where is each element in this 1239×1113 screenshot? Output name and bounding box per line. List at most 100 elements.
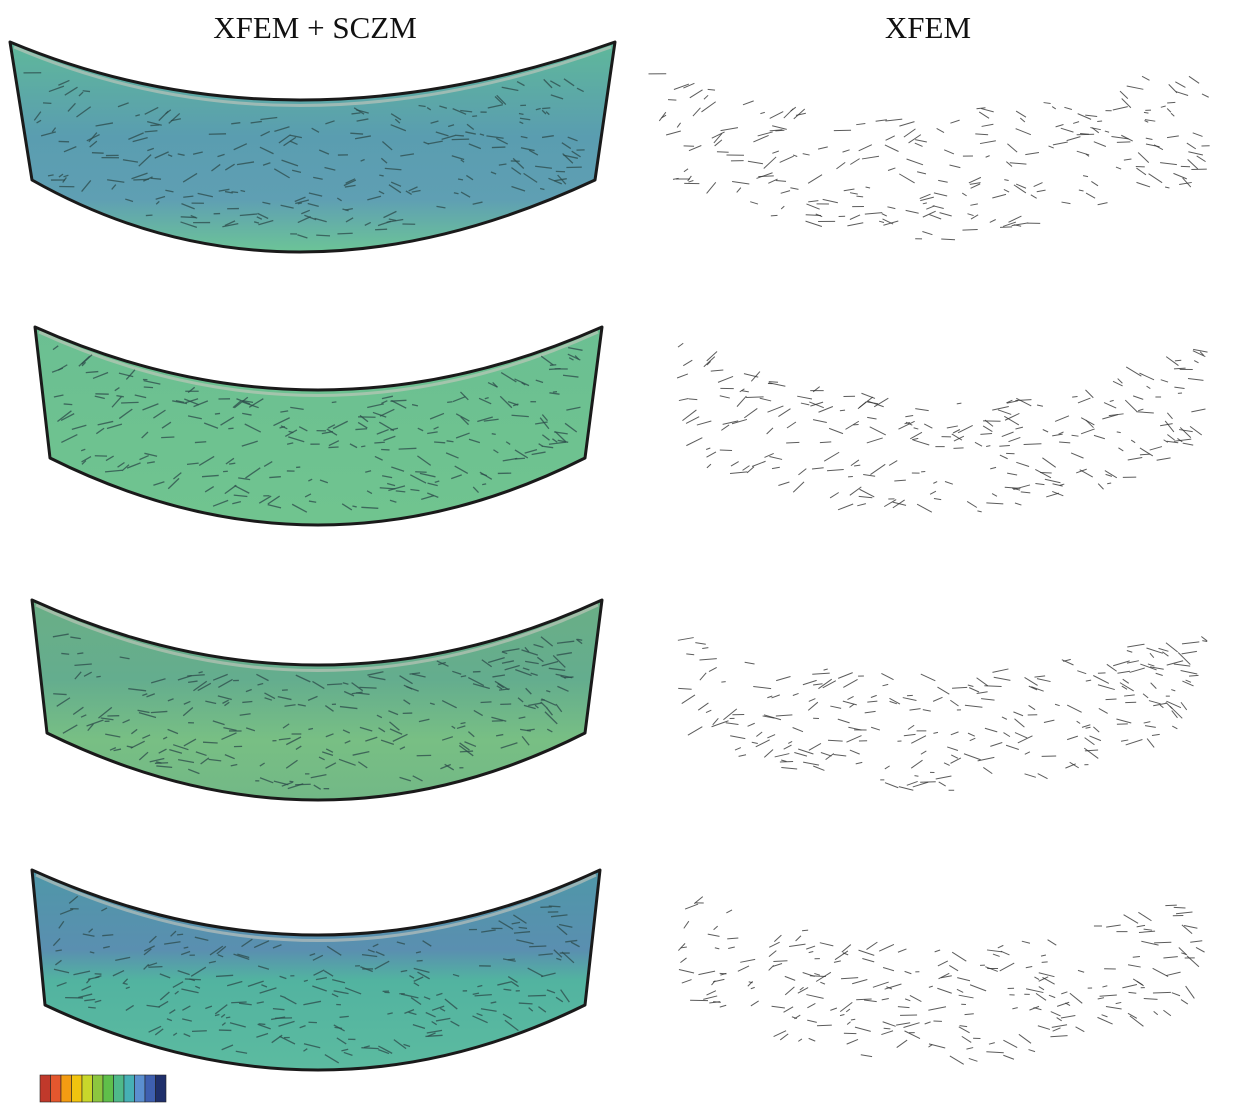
crack [236,161,255,166]
crack [183,700,191,705]
crack [103,945,110,949]
crack [820,752,832,757]
crack [984,685,1002,688]
crack [730,461,739,467]
crack [332,420,348,430]
crack [375,951,385,957]
crack [538,953,553,956]
crack [1004,179,1009,181]
crack [778,408,791,418]
crack [1055,124,1064,128]
crack [72,706,84,716]
crack [162,736,168,740]
crack [241,938,253,948]
crack [843,188,855,192]
crack [241,440,258,447]
crack [970,214,979,220]
crack [105,733,121,738]
crack [148,1025,162,1033]
crack [513,931,531,934]
crack [436,205,446,209]
crack [426,107,432,111]
crack [950,699,959,707]
crack [279,995,286,999]
crack [677,342,684,348]
crack [950,731,959,736]
crack [307,202,319,207]
crack [548,441,567,445]
crack [1181,924,1193,934]
crack [144,106,159,115]
crack [400,993,419,999]
crack [1167,434,1175,441]
crack [767,405,784,413]
crack [919,193,931,200]
crack [224,484,237,495]
crack [181,988,199,994]
crack [822,680,837,689]
crack [220,1013,226,1018]
crack [543,78,553,89]
crack [400,969,408,973]
crack [849,192,858,195]
crack [253,940,270,949]
crack [174,990,179,995]
crack [535,421,548,425]
crack [1059,441,1071,444]
crack [897,1006,910,1009]
crack [1106,663,1117,672]
crack [878,943,895,952]
crack [399,746,406,750]
crack [1119,682,1134,692]
crack [550,80,561,87]
crack [494,96,504,105]
crack [427,482,438,487]
crack [870,694,877,698]
crack [274,126,290,132]
crack [1127,457,1143,461]
crack [706,463,712,469]
crack [1116,718,1132,724]
crack [491,146,506,149]
specimen [8,40,617,254]
crack [284,429,298,438]
crack [383,435,396,442]
crack [975,133,989,136]
crack [333,990,349,995]
crack [1199,351,1205,356]
crack [439,105,448,109]
crack [85,370,99,374]
crack [541,135,554,139]
crack [150,710,168,714]
crack [502,648,520,653]
crack [1117,378,1123,384]
crack [1002,221,1017,227]
crack [288,436,305,443]
crack [896,1022,911,1026]
crack [1166,660,1184,666]
crack [815,971,832,982]
crack [325,748,334,753]
crack [1173,663,1191,667]
crack [837,718,850,724]
crack [48,85,65,93]
crack [818,678,833,690]
crack [257,965,270,970]
crack [849,214,861,220]
crack [376,428,389,435]
crack [1147,663,1155,667]
crack [540,636,554,647]
crack [692,107,701,117]
crack [118,372,134,378]
crack [1115,166,1122,170]
crack [912,781,929,788]
crack [379,487,396,490]
crack [1136,181,1151,188]
crack [324,166,336,171]
crack [1184,924,1198,929]
crack [391,399,407,409]
crack [390,181,402,187]
crack [51,367,64,373]
crack [1166,971,1181,977]
crack [1173,172,1187,180]
